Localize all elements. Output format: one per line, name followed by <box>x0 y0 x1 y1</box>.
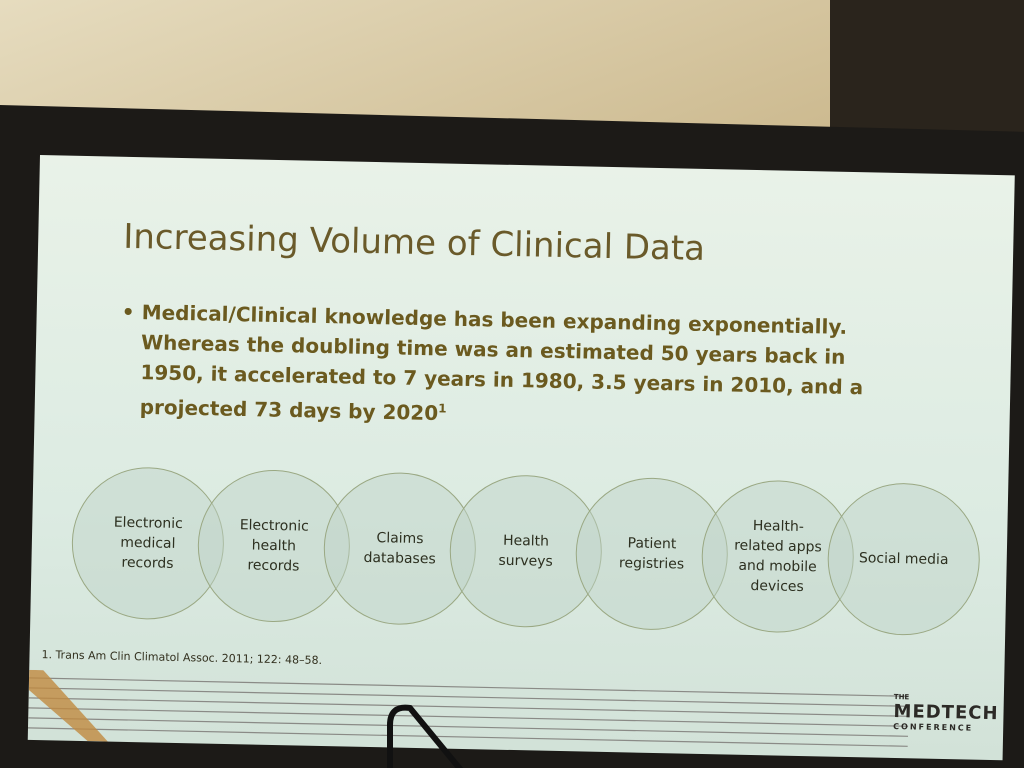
circle-row: Electronic medical records Electronic hea… <box>70 465 993 655</box>
circle: Social media <box>826 481 982 637</box>
footnote-ref: 1 <box>438 401 447 416</box>
footer-lines <box>27 669 909 747</box>
footnote: 1. Trans Am Clin Climatol Assoc. 2011; 1… <box>41 648 323 668</box>
logo-main: MEDTECH <box>893 700 999 725</box>
railing <box>387 704 464 768</box>
logo: THE MEDTECH CONFERENCE <box>893 693 999 733</box>
slide-title: Increasing Volume of Clinical Data <box>122 216 706 269</box>
bullet-text: Medical/Clinical knowledge has been expa… <box>139 300 864 426</box>
slide: Increasing Volume of Clinical Data Medic… <box>27 155 1015 761</box>
bullet: Medical/Clinical knowledge has been expa… <box>119 297 901 438</box>
